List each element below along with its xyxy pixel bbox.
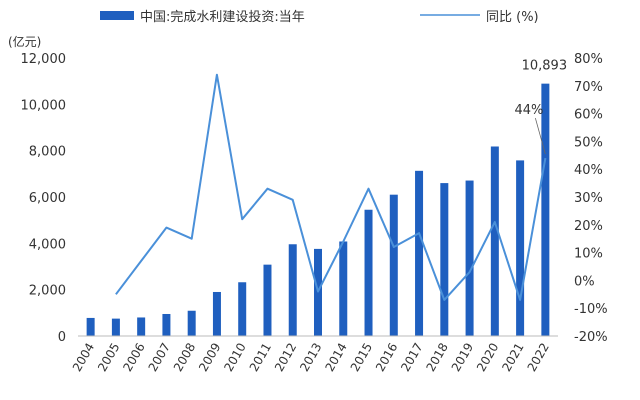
x-tick-label: 2022: [525, 341, 552, 374]
bar-data-label: 10,893: [522, 59, 568, 74]
legend-bar-label: 中国:完成水利建设投资:当年: [140, 9, 305, 25]
x-axis-ticks: 2004200520062007200820092010201120122013…: [70, 341, 552, 374]
left-tick-label: 10,000: [21, 98, 67, 113]
bar-2010: [238, 282, 247, 336]
x-tick-label: 2012: [272, 341, 299, 374]
right-tick-label: 50%: [574, 135, 603, 150]
bar-2012: [288, 244, 297, 336]
annotation-leader-line: [534, 117, 546, 155]
annotations: 10,893 44%: [514, 59, 568, 155]
bar-2019: [465, 180, 474, 336]
x-tick-label: 2010: [221, 341, 248, 374]
x-tick-label: 2015: [348, 341, 375, 374]
left-tick-label: 0: [58, 330, 66, 345]
x-tick-label: 2017: [398, 341, 425, 374]
x-tick-label: 2005: [95, 341, 122, 374]
left-tick-label: 4,000: [29, 237, 66, 252]
bar-2017: [415, 170, 424, 336]
right-tick-label: -20%: [574, 330, 608, 345]
right-tick-label: 40%: [574, 163, 603, 178]
left-tick-label: 12,000: [21, 52, 67, 67]
bars: [86, 83, 550, 336]
bar-2008: [187, 310, 196, 336]
x-tick-label: 2009: [196, 341, 223, 374]
left-tick-label: 2,000: [29, 284, 66, 299]
right-tick-label: 60%: [574, 108, 603, 123]
right-tick-label: 80%: [574, 52, 603, 67]
x-tick-label: 2018: [424, 341, 451, 374]
growth-line-layer: [115, 73, 547, 301]
legend-bar-swatch: [100, 11, 134, 20]
right-tick-label: 0%: [574, 274, 595, 289]
bar-2014: [339, 241, 348, 336]
left-axis-ticks: 0 2,000 4,000 6,000 8,000 10,000 12,000: [21, 52, 67, 345]
bar-2005: [111, 318, 120, 336]
right-tick-label: 20%: [574, 219, 603, 234]
right-tick-label: 10%: [574, 247, 603, 262]
bar-2016: [389, 194, 398, 336]
line-data-label: 44%: [514, 103, 543, 118]
bar-2020: [490, 146, 499, 336]
bar-2007: [162, 313, 171, 336]
left-tick-label: 8,000: [29, 145, 66, 160]
bar-2021: [516, 160, 525, 336]
bar-2009: [212, 291, 221, 336]
y-axis-unit-label: (亿元): [8, 34, 41, 49]
x-tick-label: 2019: [449, 341, 476, 374]
x-tick-label: 2013: [297, 341, 324, 374]
left-tick-label: 6,000: [29, 191, 66, 206]
x-tick-label: 2014: [322, 341, 349, 374]
right-tick-label: 30%: [574, 191, 603, 206]
bar-2004: [86, 317, 95, 336]
x-tick-label: 2016: [373, 341, 400, 374]
bar-2006: [137, 317, 146, 336]
bar-2015: [364, 209, 373, 336]
x-tick-label: 2004: [70, 341, 97, 374]
x-tick-label: 2020: [474, 341, 501, 374]
right-tick-label: 70%: [574, 80, 603, 95]
x-tick-label: 2007: [146, 341, 173, 374]
growth-line: [115, 73, 547, 301]
x-tick-label: 2021: [499, 341, 526, 374]
x-tick-label: 2011: [247, 341, 274, 374]
legend: 中国:完成水利建设投资:当年 同比 (%): [100, 9, 539, 25]
bar-2011: [263, 264, 272, 336]
x-tick-label: 2008: [171, 341, 198, 374]
right-tick-label: -10%: [574, 302, 608, 317]
right-axis-ticks: -20% -10% 0% 10% 20% 30% 40% 50% 60% 70% 80%: [574, 52, 608, 345]
bar-2018: [440, 183, 449, 336]
bar-2022: [541, 83, 550, 336]
legend-line-label: 同比 (%): [486, 10, 539, 25]
x-tick-label: 2006: [120, 341, 147, 374]
